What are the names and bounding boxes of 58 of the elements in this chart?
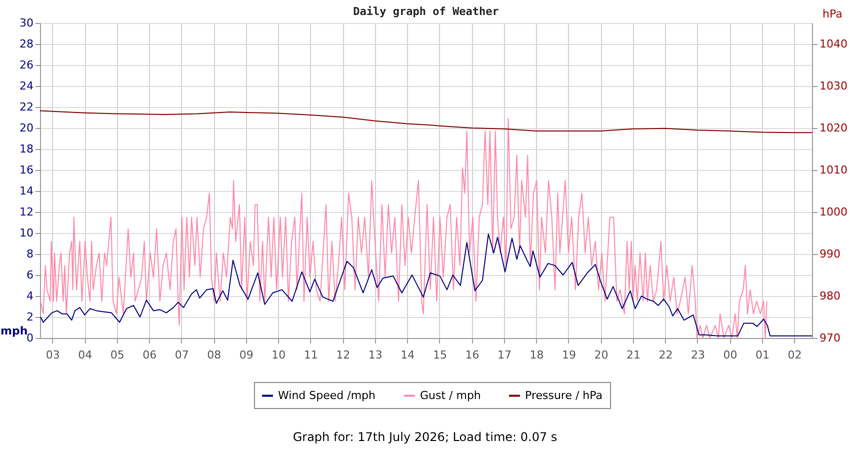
y-tick-label: 12	[20, 206, 34, 218]
y-tick-label: 22	[20, 100, 34, 114]
legend-label: Wind Speed /mph	[278, 388, 376, 402]
y-tick-label: 30	[20, 16, 34, 30]
y-tick-label: 6	[26, 268, 34, 282]
line-series	[40, 234, 812, 336]
y-tick-label: 14	[20, 184, 34, 198]
y2-tick-label: 1040	[820, 38, 848, 50]
x-tick-label: 04	[78, 348, 92, 362]
x-tick-label: 11	[304, 348, 318, 362]
y-tick-label: 18	[20, 142, 34, 156]
x-tick-label: 09	[239, 348, 254, 362]
y2-tick-label: 1000	[820, 206, 848, 218]
x-tick-label: 21	[626, 348, 640, 362]
x-tick-label: 14	[400, 348, 415, 362]
x-tick-label: 02	[788, 348, 802, 362]
text: Graph for: 17th July 2026; Load time: 0.07 s	[292, 430, 558, 444]
y-tick-label: 8	[26, 248, 34, 260]
y2-tick-label: 970	[820, 332, 840, 344]
legend-label: Pressure / hPa	[525, 388, 603, 402]
y2-tick-label: 990	[820, 248, 840, 260]
y-tick-label: 10	[20, 226, 34, 240]
y2-tick-label: 1010	[820, 164, 848, 176]
x-tick-label: 19	[562, 348, 576, 362]
y-tick-label: 4	[26, 290, 34, 302]
y-tick-label: 20	[20, 122, 34, 134]
x-tick-label: 06	[142, 348, 157, 362]
y2-axis-title: hPa	[822, 8, 842, 20]
x-tick-label: 08	[207, 348, 222, 362]
x-tick-label: 22	[658, 348, 673, 362]
y-axis-title: mph	[0, 324, 28, 338]
y-tick-label: 2	[26, 310, 34, 324]
x-tick-label: 00	[723, 348, 738, 362]
x-tick-label: 03	[46, 348, 60, 362]
y-tick-label: 28	[20, 38, 34, 50]
x-tick-label: 12	[336, 348, 350, 362]
y-tick-label: 26	[20, 58, 34, 72]
x-tick-label: 16	[465, 348, 480, 362]
x-tick-label: 15	[432, 348, 447, 362]
line-series	[40, 110, 812, 134]
line-series	[40, 118, 768, 338]
y2-tick-label: 980	[820, 290, 840, 302]
legend-label: Gust / mph	[420, 388, 481, 402]
x-tick-label: 17	[497, 348, 512, 362]
y-tick-label: 16	[20, 164, 34, 176]
y-tick-label: 0	[26, 332, 34, 344]
x-tick-label: 01	[756, 348, 770, 362]
x-tick-label: 10	[272, 348, 286, 362]
x-tick-label: 13	[368, 348, 382, 362]
x-tick-label: 05	[110, 348, 124, 362]
y2-tick-label: 1020	[820, 122, 848, 134]
x-tick-label: 07	[174, 348, 189, 362]
x-tick-label: 20	[594, 348, 608, 362]
y-tick-label: 24	[20, 80, 34, 92]
y2-tick-label: 1030	[820, 80, 848, 92]
x-tick-label: 18	[530, 348, 544, 362]
x-tick-label: 23	[690, 348, 705, 362]
chart-title: Daily graph of Weather	[352, 5, 500, 18]
